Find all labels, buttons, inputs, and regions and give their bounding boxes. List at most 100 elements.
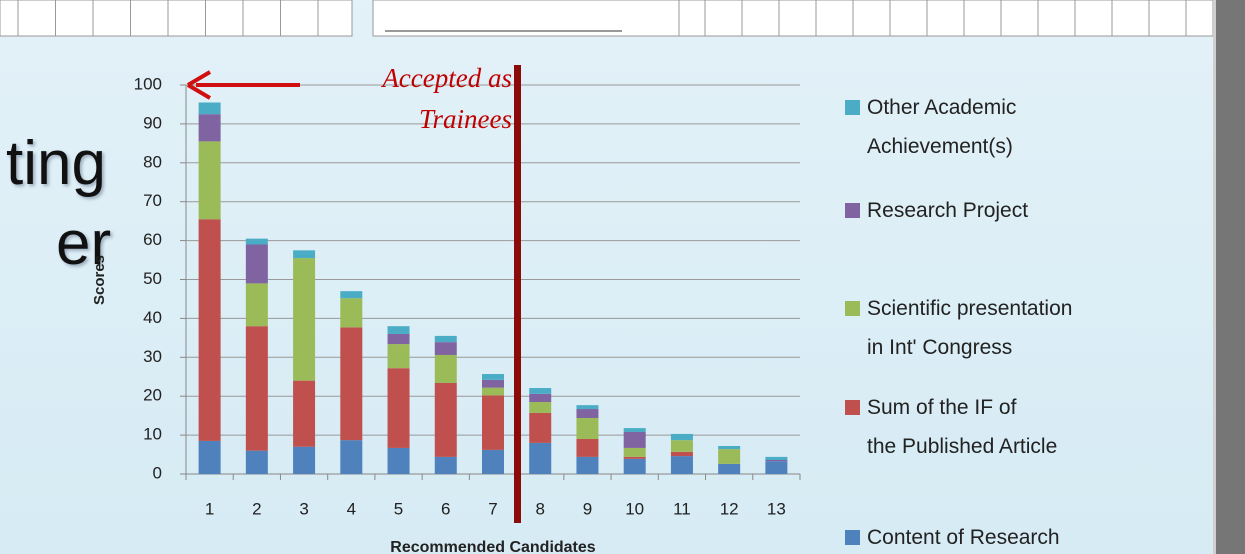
legend-label: Other Academic Achievement(s) xyxy=(867,96,1017,158)
x-tick-label: 11 xyxy=(673,499,691,518)
bar-segment xyxy=(623,428,646,432)
bar-segment xyxy=(576,456,599,474)
y-tick-label: 20 xyxy=(143,386,162,405)
bar-segment xyxy=(529,393,552,403)
table-strip xyxy=(372,0,680,37)
bar-segment xyxy=(482,395,504,450)
bar-segment xyxy=(670,433,693,441)
x-tick-label: 10 xyxy=(625,499,644,518)
legend-swatch xyxy=(845,301,860,316)
bar-segment xyxy=(576,409,599,418)
bar-segment xyxy=(434,456,457,474)
bar-segment xyxy=(293,380,316,447)
bar-segment xyxy=(293,250,316,259)
y-tick-label: 100 xyxy=(134,74,162,93)
x-tick-label: 7 xyxy=(488,499,497,518)
bar-segment xyxy=(293,446,316,474)
bar-segment xyxy=(623,447,646,457)
bar-segment xyxy=(387,344,410,369)
bar-segment xyxy=(623,458,646,474)
divider xyxy=(514,65,521,523)
bar-segment xyxy=(245,238,268,245)
arrow-head xyxy=(186,70,212,100)
y-tick-label: 30 xyxy=(143,347,162,366)
legend-swatch xyxy=(845,203,860,218)
bar-segment xyxy=(434,342,457,355)
bar-segment xyxy=(529,388,552,394)
y-tick-label: 10 xyxy=(143,425,162,444)
bar-segment xyxy=(529,442,552,474)
legend-label: Scientific presentation in Int' Congress xyxy=(867,297,1073,359)
slide-text: ting xyxy=(6,129,106,198)
legend-entry: Other Academic Achievement(s) xyxy=(845,88,1016,166)
bar-segment xyxy=(198,141,221,220)
bar-segment xyxy=(245,450,268,474)
bar-segment xyxy=(293,258,316,381)
bar-segment xyxy=(623,456,646,459)
bar-segment xyxy=(434,382,457,457)
legend-swatch xyxy=(845,530,860,545)
bar-segment xyxy=(765,456,788,460)
x-tick-label: 6 xyxy=(441,499,450,518)
bar-segment xyxy=(245,283,268,327)
bar-segment xyxy=(670,456,693,474)
bar-segment xyxy=(198,219,221,441)
legend-entry: Research Project xyxy=(845,191,1028,230)
bar-segment xyxy=(576,438,599,457)
bar-segment xyxy=(765,459,788,462)
legend-entry: Scientific presentation in Int' Congress xyxy=(845,289,1072,367)
cell-lines xyxy=(17,0,1187,36)
bar-segment xyxy=(340,291,363,299)
bar-segment xyxy=(434,354,457,383)
bar-segment xyxy=(387,447,410,474)
bar-segment xyxy=(529,412,552,443)
bar-segment xyxy=(387,333,410,345)
bar-segment xyxy=(340,298,363,328)
bar-segment xyxy=(198,440,221,474)
bar-segment xyxy=(482,387,504,396)
legend-swatch xyxy=(845,400,860,415)
bar-segment xyxy=(765,461,788,474)
bar-segment xyxy=(198,114,221,142)
bar-segment xyxy=(340,440,363,474)
y-tick-label: 0 xyxy=(153,463,162,482)
bar-segment xyxy=(245,244,268,284)
x-axis-label: Recommended Candidates xyxy=(390,539,595,554)
bar-segment xyxy=(718,463,741,474)
x-tick-label: 2 xyxy=(252,499,261,518)
x-tick-label: 1 xyxy=(205,499,214,518)
bar-segment xyxy=(482,374,504,380)
legend-swatch xyxy=(845,100,860,115)
x-tick-label: 8 xyxy=(535,499,544,518)
y-axis-label: Scores xyxy=(91,255,108,305)
bar-segment xyxy=(576,417,599,439)
y-tick-label: 70 xyxy=(143,191,162,210)
y-tick-label: 90 xyxy=(143,113,162,132)
bar-segment xyxy=(482,449,504,474)
slide-text: er xyxy=(56,209,112,278)
bar-segment xyxy=(718,449,741,464)
bar-segment xyxy=(670,440,693,452)
bar-segment xyxy=(529,402,552,413)
bar-segment xyxy=(576,405,599,410)
legend-label: Content of Research xyxy=(867,526,1060,549)
x-tick-label: 9 xyxy=(583,499,592,518)
bar-segment xyxy=(387,326,410,334)
x-tick-label: 3 xyxy=(299,499,308,518)
legend-label: Research Project xyxy=(867,199,1029,222)
bar-segment xyxy=(623,431,646,448)
bar-segment xyxy=(340,327,363,441)
x-tick-label: 13 xyxy=(767,499,786,518)
bar-segment xyxy=(198,102,221,115)
bar-segment xyxy=(718,445,741,450)
bar-segment xyxy=(670,451,693,457)
bar-segment xyxy=(482,379,504,388)
x-tick-label: 5 xyxy=(394,499,403,518)
scrollbar xyxy=(1213,0,1245,554)
y-tick-label: 80 xyxy=(143,152,162,171)
annotation: Accepted as Trainees xyxy=(382,63,512,134)
y-tick-label: 50 xyxy=(143,269,162,288)
legend-entry: Sum of the IF of the Published Article xyxy=(845,388,1057,466)
